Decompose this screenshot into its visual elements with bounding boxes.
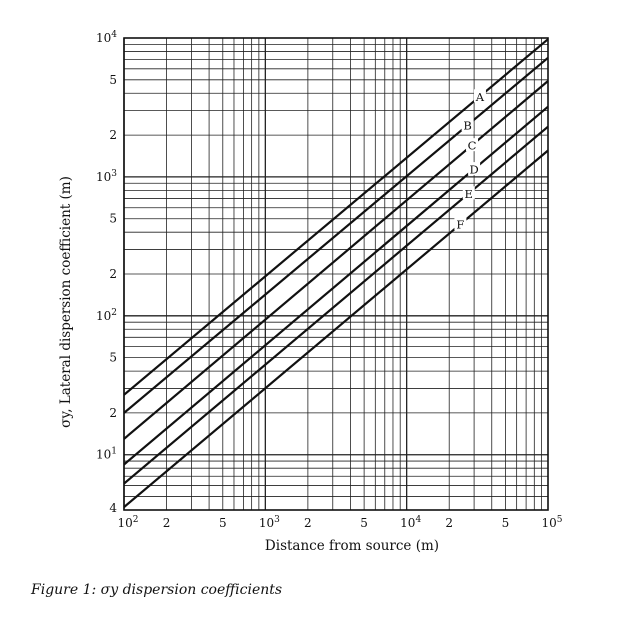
series-line-e bbox=[123, 125, 549, 485]
x-tick-label: 2 bbox=[445, 516, 453, 530]
series-line-c bbox=[123, 80, 549, 440]
x-tick-label: 5 bbox=[360, 516, 368, 530]
x-tick-label: 105 bbox=[541, 515, 562, 530]
y-tick-label: 5 bbox=[109, 351, 117, 365]
x-tick-labels: 102 2 5 103 2 5 104 2 5 105 bbox=[117, 515, 562, 530]
y-axis-title: σy, Lateral dispersion coefficient (m) bbox=[58, 176, 74, 428]
x-tick-label: 102 bbox=[117, 515, 138, 530]
series-line-f bbox=[123, 149, 549, 508]
y-tick-label: 2 bbox=[109, 406, 117, 420]
series-label-backdrop bbox=[454, 217, 467, 231]
series-line-b bbox=[123, 56, 549, 414]
y-tick-label: 5 bbox=[109, 73, 117, 87]
series-label-e: E bbox=[465, 187, 473, 201]
x-tick-label: 5 bbox=[219, 516, 227, 530]
x-tick-label: 2 bbox=[163, 516, 171, 530]
y-tick-label: 101 bbox=[96, 447, 117, 462]
chart-series bbox=[123, 38, 549, 508]
y-tick-label: 4 bbox=[109, 501, 117, 515]
series-line-d bbox=[123, 105, 549, 466]
series-label-backdrop bbox=[462, 186, 475, 200]
series-label-backdrop bbox=[461, 118, 474, 132]
figure-caption: Figure 1: σy dispersion coefficients bbox=[31, 582, 283, 598]
y-tick-labels: 4 101 2 5 102 2 5 103 2 5 104 bbox=[96, 30, 117, 515]
series-label-f: F bbox=[456, 218, 464, 232]
series-label-backdrop bbox=[473, 89, 486, 103]
x-tick-label: 104 bbox=[400, 515, 421, 530]
series-label-backdrop bbox=[466, 138, 479, 152]
plot-frame bbox=[123, 37, 549, 511]
series-label-b: B bbox=[463, 119, 471, 133]
chart-grid bbox=[123, 38, 548, 511]
y-tick-label: 102 bbox=[96, 308, 117, 323]
series-label-d: D bbox=[469, 163, 478, 177]
series-label-a: A bbox=[475, 90, 485, 104]
x-tick-label: 5 bbox=[502, 516, 510, 530]
y-tick-label: 103 bbox=[96, 169, 117, 184]
series-label-c: C bbox=[468, 139, 477, 153]
y-tick-label: 2 bbox=[109, 128, 117, 142]
x-axis-title: Distance from source (m) bbox=[265, 538, 439, 554]
y-tick-label: 5 bbox=[109, 212, 117, 226]
y-tick-label: 2 bbox=[109, 267, 117, 281]
series-label-backdrop bbox=[468, 162, 481, 176]
y-tick-label: 104 bbox=[96, 30, 117, 45]
x-tick-label: 2 bbox=[304, 516, 312, 530]
x-tick-label: 103 bbox=[259, 515, 280, 530]
